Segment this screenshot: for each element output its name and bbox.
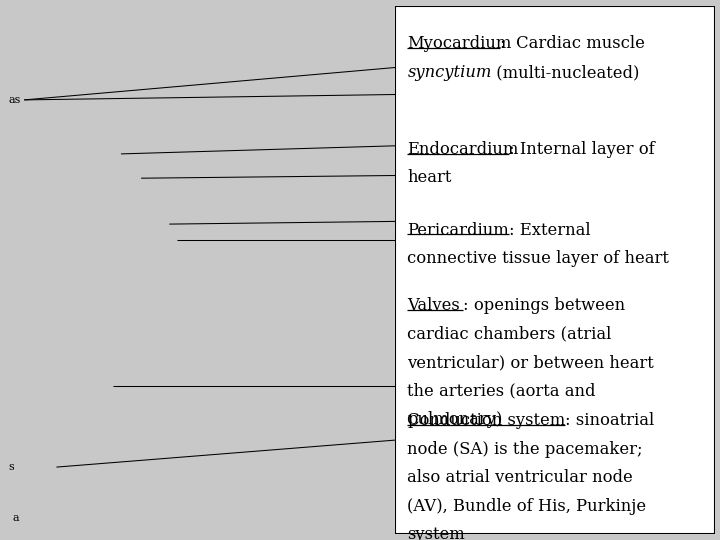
Text: Pericardium: Pericardium: [408, 221, 509, 239]
Text: Valves: Valves: [408, 298, 460, 314]
Text: the arteries (aorta and: the arteries (aorta and: [408, 383, 596, 400]
Text: Endocardium: Endocardium: [408, 141, 518, 158]
Text: : External: : External: [509, 221, 591, 239]
Text: a: a: [12, 514, 19, 523]
Text: connective tissue layer of heart: connective tissue layer of heart: [408, 250, 670, 267]
Text: also atrial ventricular node: also atrial ventricular node: [408, 469, 633, 486]
Text: s: s: [8, 462, 14, 472]
Text: as: as: [8, 95, 20, 105]
FancyBboxPatch shape: [395, 6, 715, 534]
Text: ventricular) or between heart: ventricular) or between heart: [408, 354, 654, 372]
Text: Conduction system: Conduction system: [408, 413, 566, 429]
Text: system: system: [408, 526, 465, 540]
Text: cardiac chambers (atrial: cardiac chambers (atrial: [408, 326, 612, 343]
Text: (AV), Bundle of His, Purkinje: (AV), Bundle of His, Purkinje: [408, 498, 647, 515]
Text: heart: heart: [408, 170, 451, 186]
Text: syncytium: syncytium: [408, 64, 492, 81]
Text: node (SA) is the pacemaker;: node (SA) is the pacemaker;: [408, 441, 643, 458]
Text: : sinoatrial: : sinoatrial: [564, 413, 654, 429]
Text: Myocardium: Myocardium: [408, 36, 512, 52]
Text: :  Cardiac muscle: : Cardiac muscle: [500, 36, 650, 52]
Text: pulmonary): pulmonary): [408, 411, 503, 428]
Text: (multi-nucleated): (multi-nucleated): [491, 64, 639, 81]
Text: : openings between: : openings between: [463, 298, 625, 314]
Text: : Internal layer of: : Internal layer of: [509, 141, 655, 158]
